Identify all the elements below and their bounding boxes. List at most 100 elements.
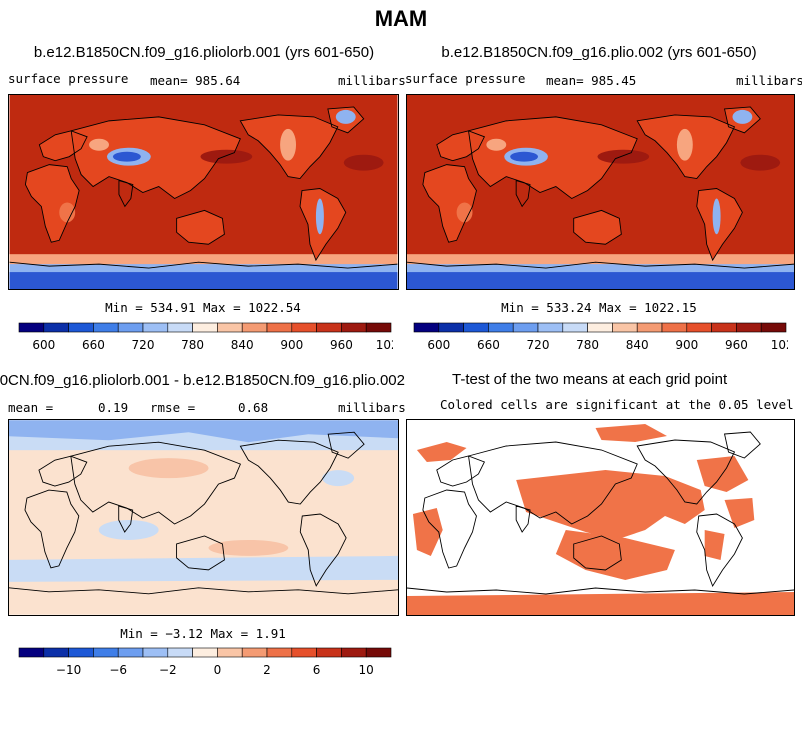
coastline bbox=[70, 441, 242, 525]
colorbar-box bbox=[167, 647, 193, 658]
coastline bbox=[436, 130, 486, 162]
colorbar-tick-label: 660 bbox=[477, 338, 500, 352]
land-area bbox=[71, 116, 241, 199]
coastline bbox=[327, 431, 365, 459]
colorbar-tick-label: 960 bbox=[725, 338, 748, 352]
panel2-units-label: millibars bbox=[736, 73, 802, 88]
colorbar-box bbox=[217, 647, 243, 658]
colorbar-box bbox=[760, 322, 787, 333]
diff-south-pacific-positive bbox=[208, 539, 289, 556]
coastline bbox=[636, 114, 736, 180]
coastline bbox=[70, 116, 241, 199]
colorbar-box bbox=[167, 322, 193, 333]
coastline bbox=[422, 489, 477, 569]
tibet-core bbox=[112, 151, 141, 162]
panel2-colorbar: 600 660 720 780 840 900 960 1020 bbox=[413, 322, 801, 359]
colorbar-tick-label: 0 bbox=[214, 663, 222, 677]
panel4-subtitle: Colored cells are significant at the 0.0… bbox=[440, 397, 794, 412]
panel2-minmax: Min = 533.24 Max = 1022.15 bbox=[501, 300, 697, 315]
colorbar-box bbox=[192, 322, 218, 333]
significant-region bbox=[724, 498, 755, 528]
panel2-variable-label: surface pressure bbox=[405, 71, 526, 86]
panel4-map-svg bbox=[406, 420, 795, 615]
colorbar-tick-label: 6 bbox=[313, 663, 321, 677]
colorbar-tick-label: −10 bbox=[56, 663, 81, 677]
colorbar-box bbox=[93, 647, 119, 658]
colorbar-box bbox=[661, 322, 688, 333]
panel1-colorbar: 600 660 720 780 840 900 960 1020 bbox=[18, 322, 406, 359]
panel3-colorbar-svg: −10 −6 −2 0 2 6 10 bbox=[18, 647, 392, 677]
panel2-map bbox=[406, 94, 795, 290]
coastline bbox=[38, 455, 88, 487]
coastline bbox=[723, 431, 761, 459]
colorbar-box bbox=[612, 322, 638, 333]
colorbar-box bbox=[686, 322, 712, 333]
colorbar-box bbox=[68, 322, 94, 333]
coastline bbox=[696, 513, 743, 588]
east-africa-high bbox=[456, 202, 473, 223]
coastline bbox=[406, 587, 795, 595]
highland bbox=[486, 138, 507, 151]
panel2-mean-label: mean= 985.45 bbox=[546, 73, 637, 88]
colorbar-box bbox=[192, 647, 218, 658]
coastline bbox=[515, 505, 531, 533]
colorbar-box bbox=[117, 647, 144, 658]
panel1-map-svg bbox=[9, 95, 398, 289]
colorbar-tick-label: 960 bbox=[330, 338, 353, 352]
significant-region bbox=[407, 592, 794, 615]
coastline bbox=[299, 513, 347, 587]
colorbar-tick-label: −2 bbox=[159, 663, 177, 677]
panel3-mean-value: 0.19 bbox=[98, 400, 129, 415]
colorbar-tick-label: 840 bbox=[626, 338, 649, 352]
diff-southern-band bbox=[9, 555, 398, 582]
coastline bbox=[24, 489, 80, 569]
figure-title: MAM bbox=[374, 6, 428, 31]
coastline bbox=[515, 179, 531, 208]
coastline bbox=[436, 455, 486, 487]
colorbar-box bbox=[488, 322, 514, 333]
pacific-high bbox=[200, 149, 253, 164]
colorbar-box bbox=[587, 322, 613, 333]
colorbar-box bbox=[241, 322, 268, 333]
highland bbox=[89, 138, 109, 151]
andes bbox=[712, 198, 721, 235]
colorbar-box bbox=[512, 322, 539, 333]
colorbar-box bbox=[18, 322, 45, 333]
panel3-title-clip: 1850CN.f09_g16.pliolorb.001 - b.e12.B185… bbox=[0, 372, 405, 389]
panel3-field bbox=[8, 420, 399, 615]
colorbar-box bbox=[711, 322, 737, 333]
coastline bbox=[573, 209, 622, 245]
greenland-ice bbox=[335, 109, 356, 124]
coastline bbox=[24, 164, 80, 243]
coastline bbox=[8, 587, 399, 595]
colorbar-box bbox=[365, 322, 392, 333]
colorbar-box bbox=[562, 322, 588, 333]
panel4-field bbox=[406, 420, 795, 615]
diff-atlantic-negative bbox=[322, 470, 355, 487]
colorbar-box bbox=[291, 647, 317, 658]
greenland-ice bbox=[732, 109, 753, 124]
colorbar-box bbox=[316, 322, 342, 333]
panel2-title: b.e12.B1850CN.f09_g16.plio.002 (yrs 601-… bbox=[441, 44, 757, 61]
atlantic-high bbox=[343, 154, 384, 171]
coastline bbox=[38, 130, 88, 162]
colorbar-tick-label: −6 bbox=[109, 663, 127, 677]
antarctic-plateau-high bbox=[9, 272, 398, 289]
colorbar-tick-label: 10 bbox=[359, 663, 374, 677]
panel1-units-label: millibars bbox=[338, 73, 406, 88]
colorbar-box bbox=[43, 322, 69, 333]
colorbar-box bbox=[365, 647, 392, 658]
panel3-colorbar: −10 −6 −2 0 2 6 10 bbox=[18, 647, 393, 684]
coastline bbox=[9, 261, 398, 269]
coastline bbox=[299, 188, 347, 262]
panel1-variable-label: surface pressure bbox=[8, 71, 129, 86]
colorbar-box bbox=[93, 322, 119, 333]
panel3-title: 1850CN.f09_g16.pliolorb.001 - b.e12.B185… bbox=[0, 372, 405, 389]
coastline bbox=[468, 441, 638, 525]
panel3-map bbox=[8, 419, 399, 616]
colorbar-tick-label: 780 bbox=[181, 338, 204, 352]
east-africa-high bbox=[59, 202, 76, 223]
colorbar-box bbox=[316, 647, 342, 658]
colorbar-box bbox=[291, 322, 317, 333]
diff-arctic-strong bbox=[9, 420, 398, 443]
